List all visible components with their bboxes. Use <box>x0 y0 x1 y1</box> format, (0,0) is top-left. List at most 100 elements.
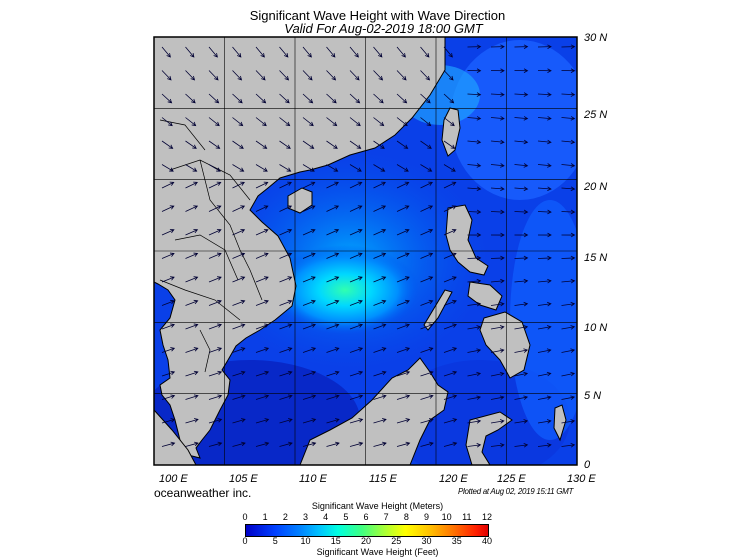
brand-credit: oceanweather inc. <box>154 486 252 500</box>
direction-arrow <box>255 276 269 283</box>
direction-arrow <box>373 229 387 236</box>
direction-arrow <box>279 140 291 149</box>
direction-arrow <box>302 117 314 127</box>
direction-arrow <box>396 140 409 149</box>
direction-arrow <box>255 441 270 447</box>
direction-arrow <box>161 441 176 447</box>
direction-arrow <box>467 278 482 284</box>
direction-arrow <box>490 419 505 424</box>
direction-arrow <box>279 181 292 189</box>
direction-arrow <box>373 347 387 353</box>
direction-arrow <box>161 70 172 81</box>
map-frame <box>153 36 578 466</box>
direction-arrow <box>561 232 576 238</box>
direction-arrow <box>396 181 410 189</box>
direction-arrow <box>396 93 408 104</box>
direction-arrow <box>467 255 482 261</box>
direction-arrow <box>302 205 316 212</box>
direction-arrow <box>279 46 289 58</box>
feet-tick-30: 30 <box>421 536 432 546</box>
direction-arrow <box>185 140 197 149</box>
lat-label-15: 15 N <box>584 252 608 264</box>
direction-arrow <box>514 232 529 238</box>
direction-arrow <box>185 93 196 104</box>
direction-arrow <box>349 70 360 81</box>
direction-arrow <box>443 252 457 259</box>
lon-label-110: 110 E <box>299 473 327 485</box>
direction-arrow <box>561 348 576 353</box>
direction-arrow <box>514 44 529 49</box>
land-halmahera <box>553 404 567 442</box>
direction-arrow <box>255 347 270 353</box>
direction-arrow <box>514 419 529 424</box>
lon-label-100: 100 E <box>159 473 188 485</box>
direction-arrow <box>232 323 246 330</box>
direction-arrow <box>561 395 576 400</box>
wave-direction-arrows <box>161 44 576 448</box>
direction-arrow <box>537 395 552 400</box>
direction-arrow <box>443 276 457 283</box>
direction-arrow <box>537 255 552 261</box>
direction-arrow <box>396 70 407 81</box>
meter-tick-2: 2 <box>282 512 288 522</box>
feet-tick-25: 25 <box>391 536 402 546</box>
direction-arrow <box>349 46 359 58</box>
direction-arrow <box>420 229 434 236</box>
direction-arrow <box>467 163 482 168</box>
direction-arrow <box>420 370 434 377</box>
direction-arrow <box>467 443 482 448</box>
direction-arrow <box>561 325 576 330</box>
direction-arrow <box>396 441 411 447</box>
direction-arrow <box>537 68 552 73</box>
land-sumatra <box>154 409 197 465</box>
direction-arrow <box>302 276 316 283</box>
direction-arrow <box>514 92 529 97</box>
direction-arrow <box>420 394 434 400</box>
direction-arrow <box>302 164 315 172</box>
direction-arrow <box>490 116 505 121</box>
feet-tick-15: 15 <box>330 536 341 546</box>
direction-arrow <box>161 347 176 353</box>
direction-arrow <box>302 229 316 236</box>
direction-arrow <box>185 117 197 127</box>
direction-arrow <box>396 418 411 424</box>
direction-arrow <box>185 252 199 259</box>
direction-arrow <box>302 418 317 424</box>
direction-arrow <box>561 278 576 284</box>
meter-tick-8: 8 <box>403 512 409 522</box>
direction-arrow <box>185 323 199 330</box>
direction-arrow <box>255 205 269 212</box>
direction-arrow <box>326 370 340 377</box>
direction-arrow <box>208 164 221 172</box>
land-sulawesi <box>465 411 513 465</box>
direction-arrow <box>467 395 482 400</box>
direction-arrow <box>349 370 364 377</box>
direction-arrow <box>161 370 176 377</box>
direction-arrow <box>561 92 576 97</box>
direction-arrow <box>185 276 199 283</box>
feet-tick-5: 5 <box>272 536 278 546</box>
meter-tick-6: 6 <box>363 512 369 522</box>
direction-arrow <box>349 347 364 353</box>
direction-arrow <box>232 347 246 353</box>
direction-arrow <box>396 229 410 236</box>
direction-arrow <box>443 441 458 447</box>
direction-arrow <box>537 419 552 424</box>
direction-arrow <box>232 441 246 447</box>
meter-tick-7: 7 <box>383 512 389 522</box>
direction-arrow <box>373 252 387 259</box>
direction-arrow <box>514 186 529 192</box>
direction-arrow <box>561 209 576 215</box>
direction-arrow <box>349 117 361 127</box>
direction-arrow <box>490 371 505 377</box>
direction-arrow <box>232 46 242 58</box>
direction-arrow <box>161 299 175 306</box>
direction-arrow <box>373 181 386 189</box>
direction-arrow <box>537 186 552 192</box>
direction-arrow <box>373 70 384 81</box>
direction-arrow <box>490 278 505 284</box>
direction-arrow <box>349 140 362 149</box>
direction-arrow <box>396 370 411 377</box>
direction-arrow <box>302 323 316 330</box>
direction-arrow <box>302 70 313 81</box>
